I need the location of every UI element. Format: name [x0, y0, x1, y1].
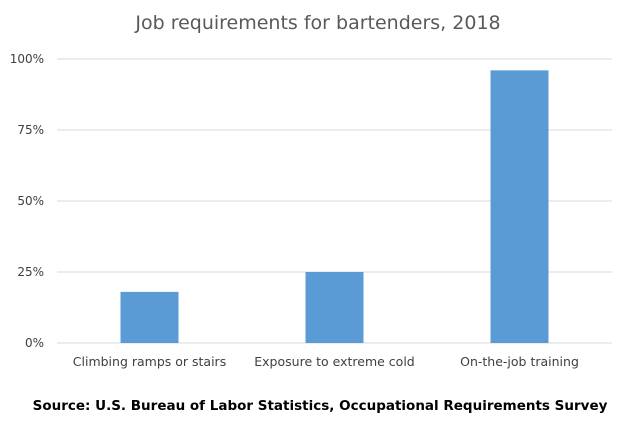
x-category-label: Exposure to extreme cold: [254, 354, 414, 369]
y-tick-label: 100%: [10, 52, 44, 66]
bar: [305, 272, 364, 343]
y-axis-tick-labels: 0% 25% 50% 75% 100%: [10, 52, 44, 350]
y-tick-label: 25%: [17, 265, 44, 279]
x-category-label: Climbing ramps or stairs: [73, 354, 226, 369]
chart-title: Job requirements for bartenders, 2018: [134, 12, 500, 34]
y-tick-label: 0%: [25, 336, 44, 350]
x-axis-category-labels: Climbing ramps or stairs Exposure to extr…: [73, 354, 579, 369]
x-category-label: On-the-job training: [460, 354, 579, 369]
bar: [120, 291, 179, 343]
source-note: Source: U.S. Bureau of Labor Statistics,…: [33, 398, 608, 414]
bars: [120, 70, 549, 344]
y-tick-label: 75%: [17, 123, 44, 137]
y-tick-label: 50%: [17, 194, 44, 208]
bar: [490, 70, 549, 344]
